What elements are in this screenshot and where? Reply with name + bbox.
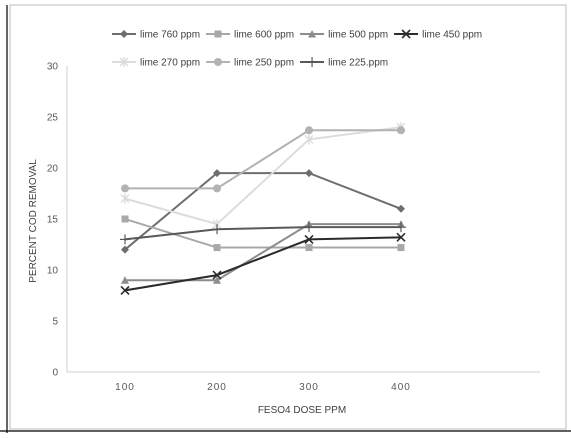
legend-item: lime 760 ppm [112, 30, 200, 41]
data-point [304, 134, 314, 145]
data-point [213, 244, 221, 252]
series-lime-250-ppm [121, 126, 405, 193]
data-point [305, 169, 313, 178]
data-point [397, 244, 405, 252]
legend: lime 760 ppm lime 600 ppm lime 500 ppm lime… [112, 29, 482, 69]
legend-marker [307, 57, 318, 67]
series-line [125, 129, 401, 190]
legend-label: lime 225.ppm [328, 58, 388, 69]
data-point [121, 215, 129, 223]
x-marker-stroke [304, 234, 314, 244]
data-point [396, 222, 406, 233]
series-lime-225-ppm [120, 222, 406, 245]
series-line [124, 218, 401, 249]
x-tick-label: 300 [299, 382, 319, 393]
data-point [212, 270, 222, 280]
data-point [305, 244, 313, 252]
x-marker-stroke [396, 232, 406, 242]
data-point [397, 204, 405, 213]
y-axis-title: PERCENT COD REMOVAL [28, 159, 39, 283]
legend-label: lime 450 ppm [422, 30, 482, 41]
data-point [121, 245, 129, 254]
legend-marker [119, 57, 129, 67]
x-marker-stroke [401, 29, 411, 39]
data-point [305, 126, 313, 135]
data-point [213, 184, 221, 193]
legend-label: lime 500 ppm [328, 30, 388, 41]
y-tick-label: 0 [52, 368, 58, 379]
x-marker-stroke [120, 285, 130, 295]
legend-item: lime 270 ppm [112, 57, 200, 69]
y-tick-label: 5 [52, 317, 58, 328]
x-axis: 100 200 300 400 [67, 371, 540, 393]
legend-marker [214, 30, 222, 38]
legend-item: lime 600 ppm [206, 30, 294, 41]
y-tick-label: 10 [47, 266, 59, 277]
legend-item: lime 450 ppm [394, 29, 482, 41]
series-line [124, 226, 401, 241]
legend-label: lime 600 ppm [234, 30, 294, 41]
legend-item: lime 250 ppm [206, 58, 294, 69]
series-line [124, 236, 402, 292]
x-tick-label: 400 [391, 382, 411, 393]
legend-marker [308, 30, 317, 38]
data-point [396, 232, 406, 242]
data-point [120, 234, 130, 245]
data-point [304, 222, 314, 233]
y-tick-label: 20 [47, 164, 59, 175]
x-tick-label: 200 [207, 382, 227, 393]
y-axis: 0 5 10 15 20 25 30 [47, 62, 68, 379]
data-point [121, 184, 129, 193]
legend-item: lime 500 ppm [300, 30, 388, 41]
series-lime-600-ppm [121, 215, 405, 252]
legend-marker [214, 58, 223, 66]
legend-item: lime 225.ppm [300, 57, 388, 69]
legend-marker [120, 30, 128, 38]
data-point [120, 193, 130, 204]
x-marker-stroke [212, 270, 222, 280]
series-lime-450-ppm [120, 232, 406, 295]
data-point [212, 224, 222, 235]
y-tick-label: 15 [47, 215, 59, 226]
legend-label: lime 250 ppm [234, 58, 294, 69]
data-point [397, 126, 405, 135]
legend-label: lime 270 ppm [140, 58, 200, 69]
series-line [125, 223, 401, 282]
x-tick-label: 100 [115, 382, 135, 393]
data-point [213, 276, 221, 284]
series-line [124, 126, 402, 226]
chart-border [9, 4, 567, 430]
legend-label: lime 760 ppm [140, 30, 200, 41]
y-tick-label: 25 [47, 113, 59, 124]
x-axis-title: FESO4 DOSE PPM [258, 405, 346, 416]
data-point [213, 169, 221, 178]
series-layer [120, 122, 406, 295]
data-point [121, 276, 129, 284]
legend-marker [401, 29, 411, 39]
data-point [304, 234, 314, 244]
y-tick-label: 30 [47, 62, 59, 73]
data-point [120, 285, 130, 295]
